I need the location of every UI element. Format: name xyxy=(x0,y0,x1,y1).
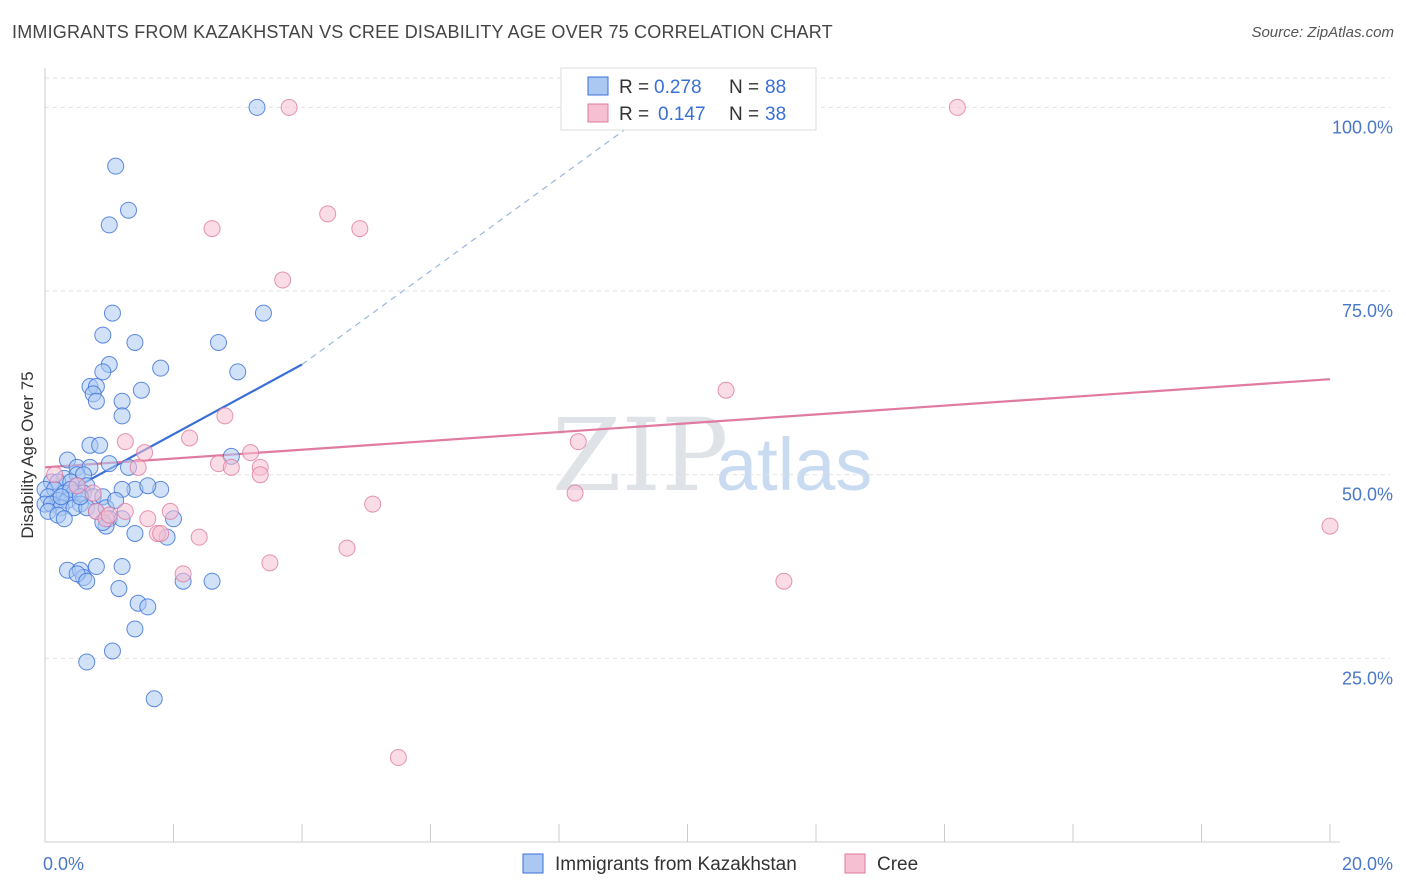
point-cree xyxy=(274,271,292,289)
point-kazakhstan xyxy=(248,98,266,116)
y-tick-label: 75.0% xyxy=(1342,301,1393,321)
point-cree xyxy=(717,381,735,399)
point-kazakhstan xyxy=(113,558,131,576)
legend-r-value-1: 0.278 xyxy=(654,77,702,98)
point-kazakhstan xyxy=(87,558,105,576)
point-kazakhstan xyxy=(87,392,105,410)
point-cree xyxy=(389,749,407,767)
legend-r-label-1: R = xyxy=(619,77,649,98)
point-cree xyxy=(251,466,269,484)
point-kazakhstan xyxy=(229,363,247,381)
point-cree xyxy=(216,407,234,425)
source-label: Source: ZipAtlas.com xyxy=(1251,24,1394,41)
bottom-legend-label-cree: Cree xyxy=(877,854,918,875)
point-cree xyxy=(775,572,793,590)
point-cree xyxy=(948,98,966,116)
chart-title: IMMIGRANTS FROM KAZAKHSTAN VS CREE DISAB… xyxy=(12,22,833,42)
point-kazakhstan xyxy=(107,491,125,509)
point-cree xyxy=(338,539,356,557)
point-cree xyxy=(116,502,134,520)
series-legend: Immigrants from Kazakhstan Cree xyxy=(522,853,918,875)
point-kazakhstan xyxy=(132,381,150,399)
legend-r-label-2: R = xyxy=(619,104,649,125)
point-kazakhstan xyxy=(103,642,121,660)
point-cree xyxy=(174,565,192,583)
bottom-legend-swatch-kazakhstan xyxy=(522,853,544,874)
legend-n-value-1: 88 xyxy=(765,77,786,98)
point-cree xyxy=(319,205,337,223)
point-kazakhstan xyxy=(113,407,131,425)
watermark-atlas: atlas xyxy=(716,423,872,506)
point-cree xyxy=(152,524,170,542)
point-cree xyxy=(161,502,179,520)
point-cree xyxy=(364,495,382,513)
point-cree xyxy=(68,477,86,495)
point-kazakhstan xyxy=(91,436,109,454)
point-kazakhstan xyxy=(52,488,70,506)
trend-line-cree xyxy=(44,378,1331,469)
point-cree xyxy=(566,484,584,502)
legend-swatch-cree xyxy=(587,103,609,123)
point-kazakhstan xyxy=(100,216,118,234)
point-kazakhstan xyxy=(203,572,221,590)
point-kazakhstan xyxy=(209,333,227,351)
point-kazakhstan xyxy=(120,201,138,219)
legend-r-value-2: 0.147 xyxy=(658,104,706,125)
point-cree xyxy=(129,458,147,476)
point-cree xyxy=(181,429,199,447)
point-kazakhstan xyxy=(139,477,157,495)
legend-n-label-2: N = xyxy=(729,104,759,125)
y-tick-label: 50.0% xyxy=(1342,485,1393,505)
legend-n-label-1: N = xyxy=(729,77,759,98)
point-kazakhstan xyxy=(126,524,144,542)
y-axis-label: Disability Age Over 75 xyxy=(18,371,37,538)
point-kazakhstan xyxy=(94,363,112,381)
axes xyxy=(44,68,1340,843)
point-kazakhstan xyxy=(110,580,128,598)
point-cree xyxy=(280,98,298,116)
x-tick-label-max: 20.0% xyxy=(1342,854,1393,874)
point-cree xyxy=(46,466,64,484)
point-kazakhstan xyxy=(78,653,96,671)
point-cree xyxy=(84,484,102,502)
trend-line-kazakhstan-extension xyxy=(301,106,656,365)
y-tick-label: 25.0% xyxy=(1342,668,1393,688)
point-cree xyxy=(261,554,279,572)
point-kazakhstan xyxy=(145,690,163,708)
point-cree xyxy=(351,220,369,238)
point-kazakhstan xyxy=(94,326,112,344)
point-cree xyxy=(190,528,208,546)
stats-legend: R = 0.278 N = 88 R = 0.147 N = 38 xyxy=(560,67,817,131)
point-kazakhstan xyxy=(55,510,73,528)
point-kazakhstan xyxy=(103,304,121,322)
point-cree xyxy=(139,510,157,528)
y-tick-label: 100.0% xyxy=(1332,117,1393,137)
point-kazakhstan xyxy=(126,620,144,638)
point-cree xyxy=(100,506,118,524)
point-kazakhstan xyxy=(152,359,170,377)
point-cree xyxy=(242,444,260,462)
point-cree xyxy=(1321,517,1339,535)
x-tick-label-min: 0.0% xyxy=(43,854,84,874)
legend-n-value-2: 38 xyxy=(765,104,786,125)
gridlines xyxy=(45,77,1390,659)
bottom-legend-swatch-cree xyxy=(844,853,866,874)
point-kazakhstan xyxy=(78,572,96,590)
point-kazakhstan xyxy=(100,455,118,473)
point-cree xyxy=(569,433,587,451)
point-cree xyxy=(203,220,221,238)
bottom-legend-label-kazakhstan: Immigrants from Kazakhstan xyxy=(555,854,797,875)
point-cree xyxy=(116,433,134,451)
point-cree xyxy=(222,458,240,476)
tick-labels: 25.0% 50.0% 75.0% 100.0% 0.0% 20.0% xyxy=(43,117,1393,874)
point-kazakhstan xyxy=(139,598,157,616)
point-kazakhstan xyxy=(254,304,272,322)
point-kazakhstan xyxy=(113,392,131,410)
point-cree xyxy=(136,444,154,462)
point-kazakhstan xyxy=(107,157,125,175)
point-kazakhstan xyxy=(126,333,144,351)
legend-swatch-kazakhstan xyxy=(587,76,609,96)
data-points xyxy=(36,98,1339,767)
